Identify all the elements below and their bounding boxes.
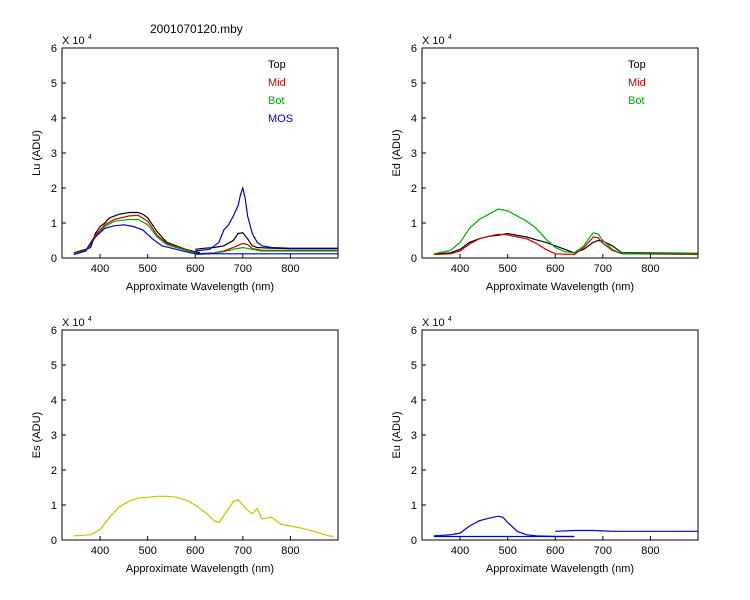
x-tick-label: 500 (138, 263, 156, 275)
y-tick-label: 3 (51, 430, 57, 442)
axis-scale-exponent: 4 (448, 316, 452, 323)
series-line-top (433, 232, 699, 255)
legend-entry-mid: Mid (628, 77, 646, 89)
axis-scale-exponent: 4 (88, 316, 92, 323)
legend-entry-top: Top (628, 59, 646, 71)
y-tick-label: 6 (411, 325, 417, 337)
series-line-mid (73, 214, 198, 254)
x-tick-label: 400 (91, 263, 109, 275)
series-line-eu (555, 529, 698, 532)
y-axis-label: Lu (ADU) (31, 130, 43, 176)
axis-scale-label: X 10 (422, 317, 445, 329)
x-axis-label: Approximate Wavelength (nm) (486, 563, 634, 575)
y-tick-label: 4 (411, 113, 417, 125)
y-tick-label: 0 (51, 253, 57, 265)
y-tick-label: 2 (411, 465, 417, 477)
y-tick-label: 2 (411, 183, 417, 195)
y-axis-label: Eu (ADU) (391, 411, 403, 458)
y-tick-label: 5 (51, 360, 57, 372)
y-tick-label: 5 (51, 78, 57, 90)
y-tick-label: 1 (411, 500, 417, 512)
legend-entry-bot: Bot (628, 95, 645, 107)
axis-scale-exponent: 4 (88, 34, 92, 41)
series-line-mid (433, 233, 699, 256)
y-tick-label: 4 (411, 395, 417, 407)
series-line-bot (433, 208, 698, 255)
x-tick-label: 500 (498, 545, 516, 557)
x-tick-label: 500 (498, 263, 516, 275)
series-line-mos (195, 185, 338, 252)
axis-scale-label: X 10 (62, 317, 85, 329)
y-tick-label: 5 (411, 360, 417, 372)
x-axis-label: Approximate Wavelength (nm) (486, 281, 634, 293)
y-tick-label: 2 (51, 465, 57, 477)
x-tick-label: 600 (186, 545, 204, 557)
y-tick-label: 0 (411, 253, 417, 265)
series-line-top (73, 211, 201, 254)
plot-frame (421, 329, 699, 541)
y-tick-label: 6 (51, 43, 57, 55)
series-line-bot (195, 246, 338, 256)
plot-frame (421, 47, 699, 259)
x-tick-label: 400 (451, 545, 469, 557)
y-tick-label: 3 (51, 148, 57, 160)
y-tick-label: 0 (51, 535, 57, 547)
x-tick-label: 700 (234, 263, 252, 275)
x-tick-label: 600 (546, 263, 564, 275)
x-tick-label: 800 (281, 545, 299, 557)
x-tick-label: 400 (451, 263, 469, 275)
x-tick-label: 400 (91, 545, 109, 557)
x-tick-label: 800 (641, 545, 659, 557)
legend-entry-bot: Bot (268, 95, 285, 107)
x-tick-label: 600 (186, 263, 204, 275)
y-tick-label: 4 (51, 395, 57, 407)
legend-entry-mid: Mid (268, 77, 286, 89)
y-tick-label: 5 (411, 78, 417, 90)
axis-scale-exponent: 4 (448, 34, 452, 41)
y-axis-label: Es (ADU) (31, 412, 43, 458)
x-tick-label: 700 (594, 263, 612, 275)
axis-scale-label: X 10 (62, 35, 85, 47)
x-tick-label: 700 (594, 545, 612, 557)
legend-entry-top: Top (268, 59, 286, 71)
x-tick-label: 700 (234, 545, 252, 557)
y-tick-label: 1 (51, 218, 57, 230)
figure-title: 2001070120.mby (150, 22, 243, 36)
y-axis-label: Ed (ADU) (391, 129, 403, 176)
axis-scale-label: X 10 (422, 35, 445, 47)
x-axis-label: Approximate Wavelength (nm) (126, 281, 274, 293)
y-tick-label: 3 (411, 148, 417, 160)
legend-entry-mos: MOS (268, 113, 293, 125)
series-line-bot (73, 218, 198, 255)
y-tick-label: 1 (51, 500, 57, 512)
y-tick-label: 3 (411, 430, 417, 442)
x-tick-label: 800 (641, 263, 659, 275)
y-tick-label: 4 (51, 113, 57, 125)
x-tick-label: 500 (138, 545, 156, 557)
series-line-es (73, 495, 334, 538)
y-tick-label: 6 (411, 43, 417, 55)
y-tick-label: 2 (51, 183, 57, 195)
y-tick-label: 6 (51, 325, 57, 337)
x-tick-label: 800 (281, 263, 299, 275)
y-tick-label: 1 (411, 218, 417, 230)
series-line-top (195, 232, 338, 250)
series-line-mos (73, 224, 338, 256)
series-line-eu (433, 515, 575, 538)
x-axis-label: Approximate Wavelength (nm) (126, 563, 274, 575)
y-tick-label: 0 (411, 535, 417, 547)
x-tick-label: 600 (546, 545, 564, 557)
